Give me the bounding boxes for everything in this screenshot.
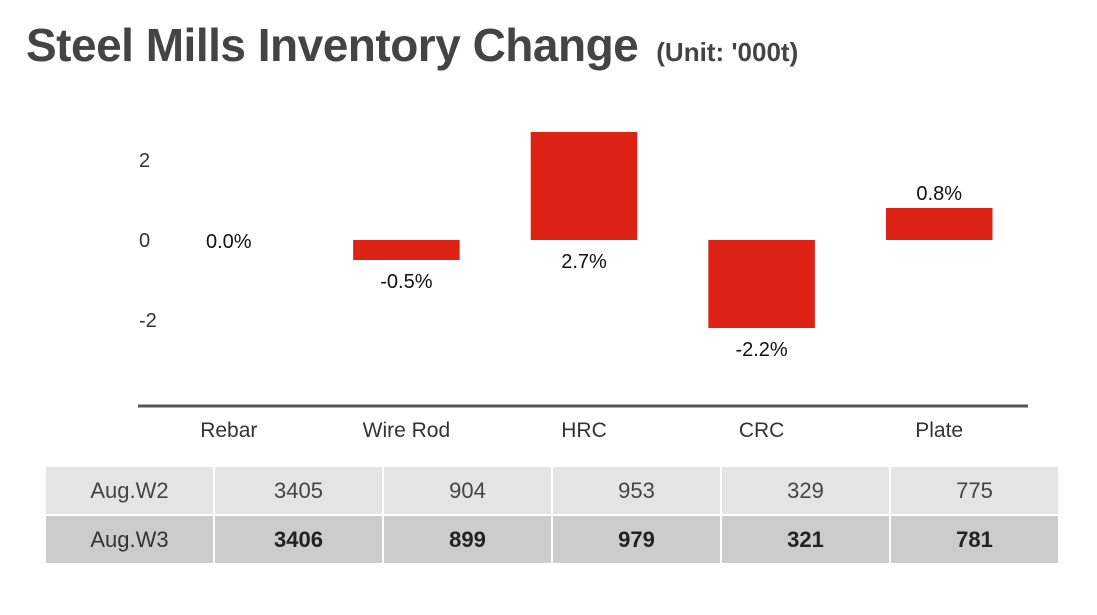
row-label: Aug.W2	[46, 467, 214, 516]
inventory-table: Aug.W2 3405 904 953 329 775 Aug.W3 3406 …	[46, 467, 1058, 563]
bar	[885, 208, 993, 240]
category-label: Plate	[915, 419, 963, 442]
table-cell: 904	[382, 467, 552, 516]
bar-chart: 2 0 -2 0.0% -0.5% 2.7% -2.2% 0.8% Rebar Wire Ro…	[138, 132, 1028, 442]
table-cell: 321	[720, 515, 890, 563]
category-label: HRC	[561, 419, 607, 442]
table-cell: 899	[382, 515, 552, 563]
y-tick-label: -2	[139, 310, 157, 332]
category-label: Wire Rod	[363, 419, 451, 442]
table-cell: 3405	[213, 467, 383, 516]
category-labels: Rebar Wire Rod HRC CRC Plate	[200, 419, 963, 442]
bar	[353, 240, 460, 260]
table-cell: 329	[720, 467, 890, 516]
data-label: 2.7%	[561, 251, 607, 273]
chart-title-block: Steel Mills Inventory Change (Unit: '000…	[26, 18, 798, 72]
bar	[530, 132, 638, 240]
y-axis-ticks: 2 0 -2	[139, 150, 157, 332]
table-row: Aug.W3 3406 899 979 321 781	[46, 515, 1058, 563]
y-tick-label: 2	[139, 150, 150, 172]
table-cell: 979	[551, 515, 721, 563]
table-row: Aug.W2 3405 904 953 329 775	[46, 467, 1058, 516]
category-label: Rebar	[200, 419, 257, 442]
table-cell: 775	[889, 467, 1058, 516]
row-label: Aug.W3	[46, 515, 214, 563]
data-label: 0.8%	[916, 183, 962, 205]
table-cell: 781	[889, 515, 1058, 563]
chart-unit: (Unit: '000t)	[656, 37, 799, 67]
table-cell: 953	[551, 467, 721, 516]
table-cell: 3406	[213, 515, 383, 563]
chart-title: Steel Mills Inventory Change	[26, 19, 639, 71]
y-tick-label: 0	[139, 230, 150, 252]
data-label: -0.5%	[380, 271, 432, 293]
data-labels: 0.0% -0.5% 2.7% -2.2% 0.8%	[206, 183, 962, 361]
bar	[708, 240, 815, 328]
category-label: CRC	[739, 419, 785, 442]
data-label: 0.0%	[206, 231, 252, 253]
bars	[353, 132, 993, 328]
data-label: -2.2%	[735, 339, 787, 361]
